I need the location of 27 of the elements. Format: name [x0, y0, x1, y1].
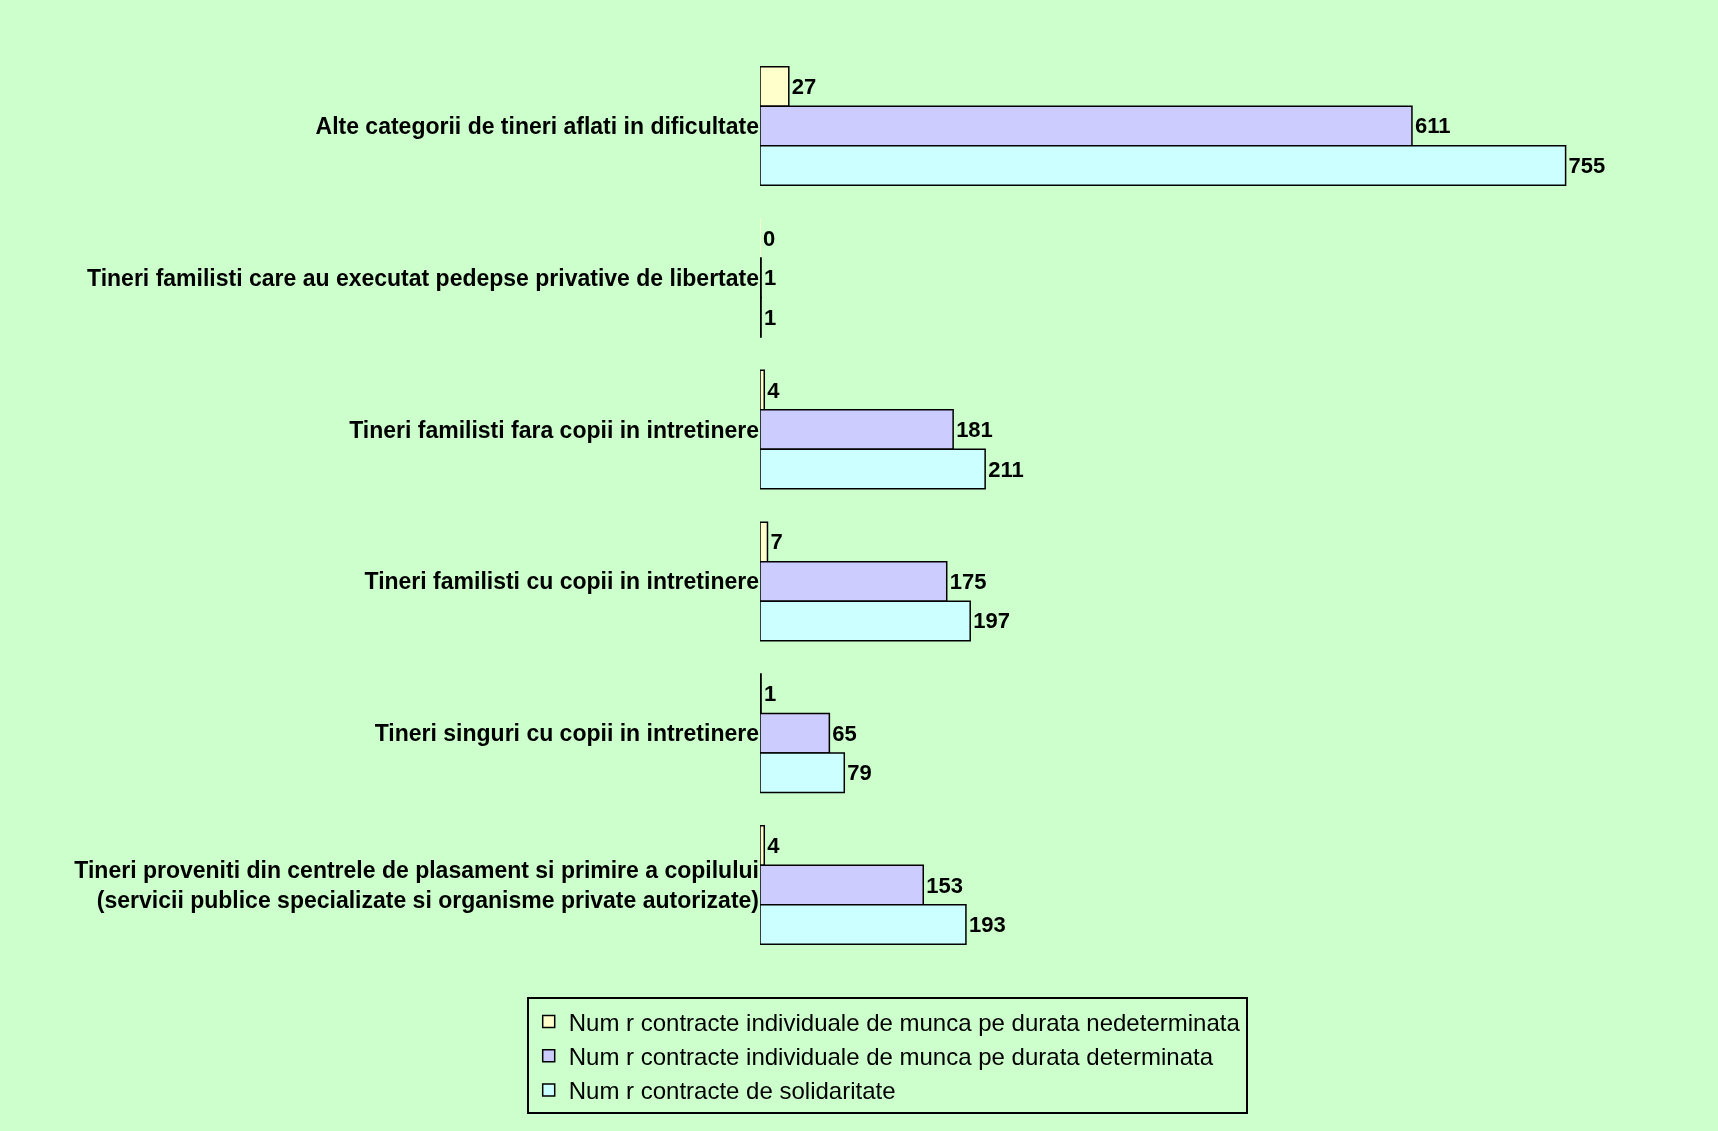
data-label: 181	[956, 417, 993, 443]
data-label: 755	[1568, 152, 1606, 178]
data-label: 7	[770, 529, 783, 555]
data-label: 4	[767, 833, 781, 859]
y-tick-label: Tineri proveniti din centrele de plasament si primire a copilului (servicii publice specializate si organisme private autorizate)	[74, 857, 759, 914]
data-label: 175	[949, 568, 987, 594]
data-label: 153	[926, 872, 963, 898]
data-label: 193	[968, 912, 1006, 938]
data-label: 1	[764, 304, 777, 330]
legend-label: Num r contracte individuale de munca pe durata nedeterminata	[568, 1008, 1241, 1036]
data-label: 27	[791, 73, 817, 99]
legend-label: Num r contracte de solidaritate	[568, 1077, 896, 1105]
y-tick-label: Alte categorii de tineri aflati in dificultate	[315, 112, 759, 139]
data-label: 197	[973, 608, 1010, 634]
data-label: 211	[988, 456, 1024, 482]
data-label: 65	[832, 720, 857, 746]
data-label: 1	[764, 681, 777, 707]
data-label: 0	[763, 225, 776, 251]
data-label: 79	[847, 760, 872, 786]
y-tick-label: Tineri familisti care au executat pedepse privative de libertate	[87, 264, 759, 291]
data-label: 1	[764, 265, 777, 291]
data-label: 611	[1414, 113, 1451, 139]
data-label: 4	[767, 377, 781, 403]
legend-label: Num r contracte individuale de munca pe durata determinata	[568, 1043, 1214, 1071]
y-tick-label: Tineri singuri cu copii in intretinere	[374, 720, 759, 747]
y-tick-label: Tineri familisti fara copii in intretinere	[349, 416, 759, 443]
y-tick-label: Tineri familisti cu copii in intretinere	[364, 568, 759, 595]
